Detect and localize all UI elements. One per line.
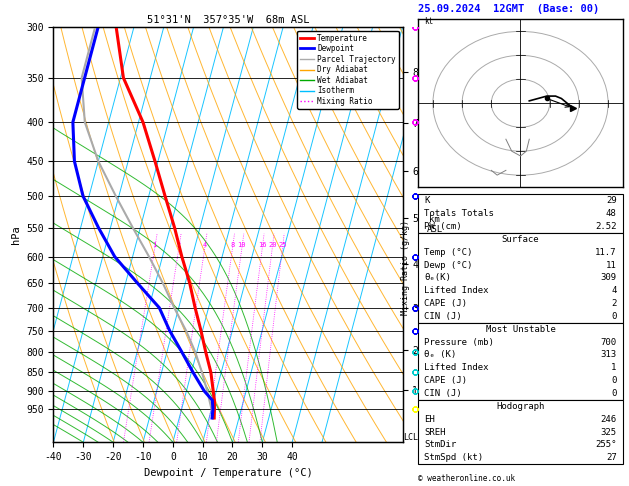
Text: 20: 20: [268, 242, 277, 248]
Bar: [418, 194, 623, 233]
Text: Dewp (°C): Dewp (°C): [425, 260, 473, 270]
Text: 29: 29: [606, 196, 616, 205]
Text: 10: 10: [238, 242, 246, 248]
Text: 11: 11: [606, 260, 616, 270]
Text: SREH: SREH: [425, 428, 446, 436]
Text: Surface: Surface: [502, 235, 539, 244]
Text: StmDir: StmDir: [425, 440, 457, 450]
Text: Totals Totals: Totals Totals: [425, 209, 494, 218]
Text: 313: 313: [601, 350, 616, 360]
Text: Lifted Index: Lifted Index: [425, 286, 489, 295]
Text: CIN (J): CIN (J): [425, 312, 462, 321]
Text: kt: kt: [424, 17, 433, 26]
Y-axis label: hPa: hPa: [11, 225, 21, 244]
Text: K: K: [425, 196, 430, 205]
Text: LCL: LCL: [403, 433, 418, 442]
Text: StmSpd (kt): StmSpd (kt): [425, 453, 484, 462]
Text: 4: 4: [203, 242, 207, 248]
Text: 2.52: 2.52: [595, 222, 616, 231]
Text: 11.7: 11.7: [595, 248, 616, 257]
Text: PW (cm): PW (cm): [425, 222, 462, 231]
Bar: [418, 323, 623, 400]
Text: CAPE (J): CAPE (J): [425, 376, 467, 385]
Text: 27: 27: [606, 453, 616, 462]
Text: © weatheronline.co.uk: © weatheronline.co.uk: [418, 474, 515, 483]
Text: θₑ(K): θₑ(K): [425, 274, 451, 282]
Text: CAPE (J): CAPE (J): [425, 299, 467, 308]
Text: 1: 1: [153, 242, 157, 248]
Text: 325: 325: [601, 428, 616, 436]
Text: Temp (°C): Temp (°C): [425, 248, 473, 257]
Y-axis label: km
ASL: km ASL: [426, 215, 443, 235]
Text: 0: 0: [611, 389, 616, 398]
Text: Lifted Index: Lifted Index: [425, 364, 489, 372]
Text: 4: 4: [611, 286, 616, 295]
Text: 700: 700: [601, 338, 616, 347]
Text: 25.09.2024  12GMT  (Base: 00): 25.09.2024 12GMT (Base: 00): [418, 4, 599, 14]
Text: 2: 2: [611, 299, 616, 308]
Legend: Temperature, Dewpoint, Parcel Trajectory, Dry Adiabat, Wet Adiabat, Isotherm, Mi: Temperature, Dewpoint, Parcel Trajectory…: [297, 31, 399, 109]
Text: 25: 25: [278, 242, 287, 248]
Text: EH: EH: [425, 415, 435, 424]
Text: 1: 1: [611, 364, 616, 372]
Text: 2: 2: [177, 242, 181, 248]
Bar: [418, 400, 623, 464]
Text: 309: 309: [601, 274, 616, 282]
Text: Pressure (mb): Pressure (mb): [425, 338, 494, 347]
Text: CIN (J): CIN (J): [425, 389, 462, 398]
Text: 8: 8: [230, 242, 235, 248]
Text: Mixing Ratio (g/kg): Mixing Ratio (g/kg): [401, 220, 410, 315]
Text: 255°: 255°: [595, 440, 616, 450]
Text: 16: 16: [258, 242, 267, 248]
X-axis label: Dewpoint / Temperature (°C): Dewpoint / Temperature (°C): [143, 468, 313, 478]
Text: 0: 0: [611, 312, 616, 321]
Text: Hodograph: Hodograph: [496, 402, 545, 411]
Text: 0: 0: [611, 376, 616, 385]
Text: 48: 48: [606, 209, 616, 218]
Title: 51°31'N  357°35'W  68m ASL: 51°31'N 357°35'W 68m ASL: [147, 15, 309, 25]
Text: 246: 246: [601, 415, 616, 424]
Bar: [418, 233, 623, 323]
Text: Most Unstable: Most Unstable: [486, 325, 555, 334]
Text: θₑ (K): θₑ (K): [425, 350, 457, 360]
